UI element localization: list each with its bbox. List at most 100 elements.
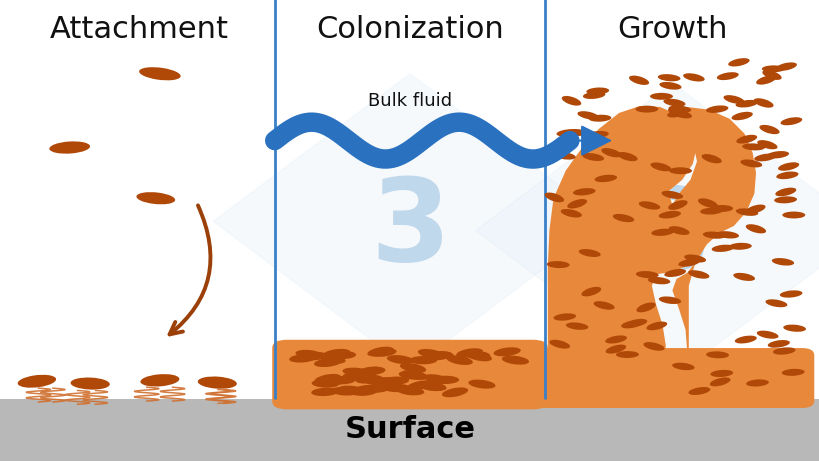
Text: Attachment: Attachment	[50, 16, 229, 44]
Ellipse shape	[396, 387, 423, 396]
Ellipse shape	[314, 358, 341, 367]
Ellipse shape	[650, 229, 673, 236]
Ellipse shape	[365, 384, 392, 393]
Ellipse shape	[605, 344, 626, 354]
Ellipse shape	[455, 348, 482, 358]
Ellipse shape	[406, 380, 432, 390]
Ellipse shape	[600, 148, 621, 157]
Ellipse shape	[549, 340, 569, 349]
Ellipse shape	[136, 192, 175, 204]
Ellipse shape	[771, 258, 793, 266]
Ellipse shape	[356, 366, 382, 376]
Ellipse shape	[621, 320, 642, 328]
Ellipse shape	[300, 352, 328, 361]
Ellipse shape	[354, 385, 381, 393]
Ellipse shape	[661, 191, 682, 199]
Ellipse shape	[372, 377, 399, 386]
Ellipse shape	[735, 100, 757, 107]
Ellipse shape	[761, 65, 784, 72]
Ellipse shape	[699, 207, 722, 214]
Ellipse shape	[465, 351, 491, 361]
Ellipse shape	[709, 205, 732, 212]
Ellipse shape	[755, 75, 776, 85]
Ellipse shape	[314, 374, 341, 384]
Ellipse shape	[767, 340, 789, 348]
Ellipse shape	[667, 107, 687, 117]
Ellipse shape	[342, 371, 369, 380]
Ellipse shape	[355, 375, 382, 384]
Text: Growth: Growth	[617, 16, 726, 44]
Ellipse shape	[612, 214, 634, 222]
FancyBboxPatch shape	[535, 348, 813, 408]
Ellipse shape	[337, 385, 364, 394]
Ellipse shape	[667, 200, 687, 210]
Ellipse shape	[364, 377, 392, 385]
Ellipse shape	[645, 321, 667, 331]
Ellipse shape	[318, 377, 346, 385]
Ellipse shape	[672, 363, 694, 370]
Text: Colonization: Colonization	[316, 16, 503, 44]
Ellipse shape	[561, 96, 581, 106]
Ellipse shape	[670, 110, 691, 118]
Ellipse shape	[197, 377, 237, 389]
Ellipse shape	[772, 347, 794, 355]
Ellipse shape	[764, 299, 786, 307]
Text: 3: 3	[631, 182, 712, 294]
Ellipse shape	[441, 387, 468, 397]
Ellipse shape	[295, 350, 323, 359]
Ellipse shape	[139, 67, 180, 80]
Ellipse shape	[617, 152, 637, 161]
Ellipse shape	[581, 287, 600, 296]
Ellipse shape	[577, 111, 598, 119]
Ellipse shape	[572, 188, 595, 195]
Ellipse shape	[401, 370, 428, 380]
Ellipse shape	[588, 115, 611, 122]
Ellipse shape	[663, 269, 686, 277]
Ellipse shape	[667, 226, 689, 235]
Ellipse shape	[409, 356, 437, 364]
Ellipse shape	[400, 363, 426, 372]
Ellipse shape	[462, 350, 490, 359]
Ellipse shape	[387, 355, 414, 364]
Ellipse shape	[328, 351, 355, 359]
Ellipse shape	[327, 376, 355, 384]
Ellipse shape	[635, 271, 658, 278]
Ellipse shape	[697, 198, 717, 208]
Ellipse shape	[560, 209, 581, 218]
Ellipse shape	[744, 205, 765, 214]
Ellipse shape	[638, 201, 659, 210]
Ellipse shape	[740, 160, 762, 167]
Ellipse shape	[756, 331, 777, 339]
Ellipse shape	[658, 211, 680, 219]
Ellipse shape	[647, 277, 669, 284]
Ellipse shape	[367, 347, 393, 356]
Ellipse shape	[553, 313, 576, 321]
Ellipse shape	[369, 348, 396, 357]
Ellipse shape	[358, 366, 385, 375]
Ellipse shape	[636, 302, 655, 312]
Ellipse shape	[731, 112, 752, 120]
Ellipse shape	[501, 355, 528, 365]
Ellipse shape	[775, 62, 796, 71]
Polygon shape	[547, 106, 703, 399]
Ellipse shape	[753, 98, 772, 108]
Ellipse shape	[418, 382, 445, 391]
Ellipse shape	[18, 375, 56, 388]
Ellipse shape	[728, 243, 751, 250]
Ellipse shape	[734, 336, 756, 343]
Ellipse shape	[775, 188, 795, 196]
Ellipse shape	[140, 374, 179, 386]
Ellipse shape	[635, 106, 658, 112]
Text: Bulk fluid: Bulk fluid	[368, 92, 451, 111]
Ellipse shape	[553, 152, 575, 160]
Ellipse shape	[735, 208, 758, 216]
Ellipse shape	[701, 154, 721, 163]
Ellipse shape	[593, 301, 614, 310]
Ellipse shape	[319, 354, 345, 364]
Ellipse shape	[381, 377, 409, 385]
Ellipse shape	[289, 354, 316, 363]
Ellipse shape	[564, 129, 587, 136]
Ellipse shape	[688, 387, 709, 395]
Ellipse shape	[658, 82, 681, 89]
Ellipse shape	[425, 351, 452, 361]
